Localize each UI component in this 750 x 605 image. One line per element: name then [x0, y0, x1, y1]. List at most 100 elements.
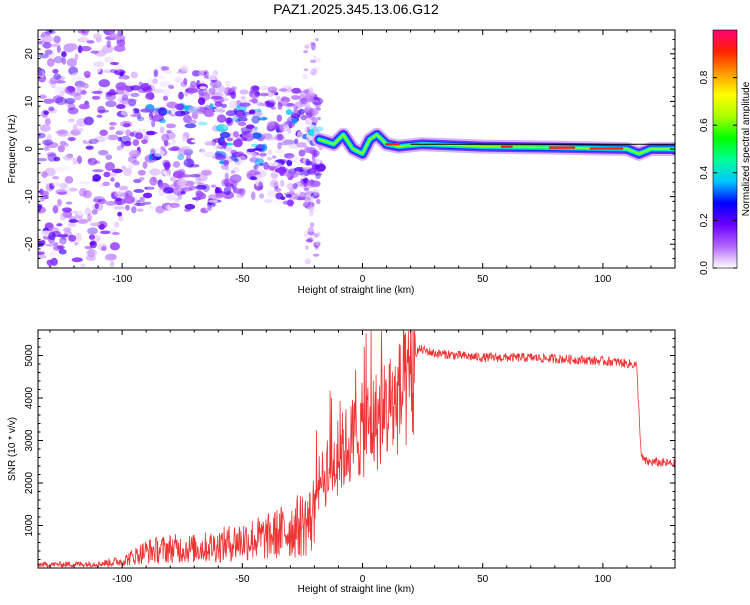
spectrogram-blob [216, 86, 226, 95]
spectrogram-blob [48, 30, 53, 34]
spectrogram-blob [230, 91, 237, 99]
spectrogram-blob [303, 230, 309, 239]
spectrogram-blob [114, 198, 126, 206]
spectrogram-blob [257, 144, 263, 149]
spectrogram-blob [277, 180, 282, 188]
spectrogram-blob [228, 100, 238, 109]
spectrogram-blob [121, 94, 129, 101]
spectrogram-blob [183, 148, 194, 156]
spectrogram-blob [168, 147, 180, 152]
spectrogram-blob [125, 81, 138, 87]
spectrogram-blob [109, 88, 116, 93]
x-tick-label: 50 [477, 574, 489, 585]
spectrogram-blob [191, 197, 202, 201]
spectrogram-y-ticks: -20 -10 0 10 20 [24, 29, 675, 269]
spectrogram-blob [289, 189, 295, 196]
spectrogram-blob [126, 108, 135, 116]
spectrogram-blob [153, 148, 165, 157]
spectrogram-blob [123, 99, 129, 106]
spectrogram-blob [287, 199, 294, 207]
spectrogram-blob [208, 87, 216, 95]
spectrogram-blob [209, 80, 222, 88]
spectrogram-blob [276, 133, 284, 141]
spectrogram-blob [249, 93, 259, 99]
spectrogram-blob [128, 163, 134, 171]
spectrogram-blob [71, 257, 83, 263]
spectrogram-blob [259, 193, 265, 199]
spectrogram-blob [224, 80, 231, 87]
spectrogram-blob [278, 88, 288, 92]
spectrogram-blob [315, 172, 323, 176]
spectrogram-blob [309, 69, 314, 73]
spectrogram-blob [233, 130, 239, 138]
spectrogram-blob [152, 78, 158, 85]
spectrogram-blob [113, 206, 126, 210]
spectrogram-blob [98, 79, 111, 88]
spectrogram-blob [279, 171, 285, 177]
spectrogram-blob [303, 68, 309, 72]
spectrogram-blob [109, 89, 116, 95]
spectrogram-blob [111, 168, 123, 174]
spectrogram-blob [114, 191, 126, 198]
spectrogram-blob [56, 198, 62, 207]
spectrogram-blob [90, 50, 99, 54]
spectrogram-blob [97, 105, 106, 114]
spectrogram-blob [238, 95, 248, 102]
spectrogram-blob [41, 171, 48, 178]
spectrogram-blob [274, 187, 282, 192]
spectrogram-blob [213, 107, 225, 113]
spectrogram-blob [197, 97, 206, 105]
spectrogram-blob [300, 174, 306, 180]
spectrogram-blob [199, 86, 207, 90]
spectrogram-blob [53, 35, 61, 44]
spectrogram-blob [68, 118, 75, 123]
spectrogram-blob [104, 162, 115, 171]
spectrogram-blob [123, 167, 132, 177]
spectrogram-blob [287, 172, 297, 176]
snr-y-label: SNR (10 * v/v) [7, 417, 18, 481]
spectrogram-blob [195, 190, 203, 197]
spectrogram-blob [150, 148, 156, 156]
spectrogram-blob [208, 73, 219, 81]
spectrogram-blob [256, 101, 263, 107]
spectrogram-blob [288, 168, 296, 176]
spectrogram-blob [106, 92, 113, 98]
spectrogram-blob [38, 40, 43, 45]
spectrogram-blob [47, 260, 53, 267]
spectrogram-blob [166, 194, 176, 201]
spectrogram-blob [201, 169, 212, 176]
spectrogram-blob [278, 141, 291, 146]
spectrogram-blob [120, 140, 125, 148]
spectrogram-blob [264, 100, 275, 105]
spectrogram-blob [38, 69, 45, 78]
spectrogram-blob [81, 82, 89, 89]
spectrogram-blob [251, 98, 258, 104]
spectrogram-blob [76, 127, 84, 132]
spectrogram-blob [267, 86, 278, 93]
spectrogram-blob [80, 90, 87, 95]
spectrogram-blob [223, 186, 232, 196]
spectrogram-blob [62, 166, 71, 171]
spectrogram-blob [239, 102, 251, 107]
spectrogram-blob [158, 75, 166, 80]
spectrogram-blob [52, 95, 64, 104]
spectrogram-blob [291, 87, 302, 94]
spectrogram-blob [55, 96, 67, 106]
spectrogram-blob [39, 124, 51, 132]
spectrogram-blob [43, 98, 55, 104]
spectrogram-blob [160, 109, 172, 115]
spectrogram-blob [93, 61, 105, 67]
y-tick-label: -10 [24, 189, 35, 204]
colorbar-gradient [713, 30, 737, 268]
spectrogram-blob [118, 185, 129, 191]
spectrogram-blob [45, 243, 56, 247]
spectrogram-blob [293, 105, 298, 110]
spectrogram-blob [148, 205, 154, 210]
spectrogram-blob [149, 168, 161, 176]
spectrogram-blob [188, 119, 197, 124]
spectrogram-blob [102, 181, 111, 187]
spectrogram-blob [38, 67, 43, 77]
spectrogram-blob [196, 106, 207, 115]
spectrogram-blob [305, 238, 313, 243]
spectrogram-blob [230, 86, 237, 91]
